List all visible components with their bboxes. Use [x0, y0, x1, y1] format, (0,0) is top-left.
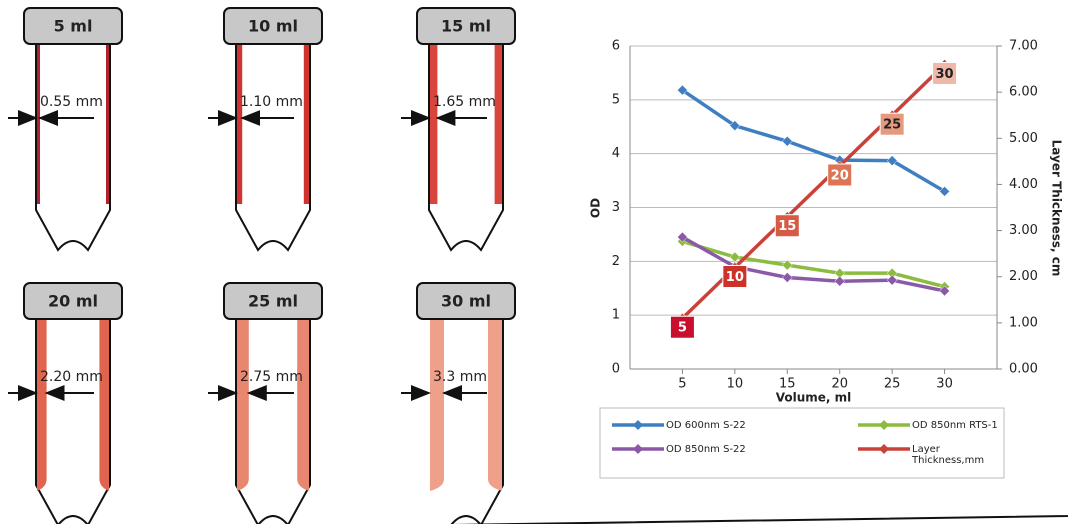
data-label: 5: [678, 321, 687, 336]
tube-cap: [416, 282, 516, 320]
tube-outline: [35, 317, 111, 524]
point: [677, 231, 688, 243]
legend-marker: [633, 444, 643, 454]
wall-right: [303, 42, 309, 204]
tube-outline: [235, 42, 311, 252]
point: [781, 259, 793, 271]
wall-right: [297, 317, 309, 491]
point: [834, 275, 846, 287]
tube-cap: [223, 7, 323, 45]
y-tick-label: 2: [612, 254, 620, 269]
measure-label: 1.65 mm: [433, 94, 496, 110]
legend-label: OD 850nm S-22: [666, 444, 746, 455]
x-tick-label: 5: [678, 377, 686, 392]
measure-label: 0.55 mm: [40, 94, 103, 110]
tube-cap: [223, 282, 323, 320]
y-tick-label: 5: [612, 92, 620, 107]
tube-label: 30 ml: [441, 292, 491, 311]
x-axis-label: Volume, ml: [776, 391, 852, 405]
wall-left: [237, 317, 249, 491]
y-tick-label: 4: [612, 146, 620, 161]
wall-left: [37, 42, 40, 204]
y2-tick-label: 6.00: [1009, 85, 1038, 100]
series-line: [681, 239, 946, 289]
y-tick-label: 1: [612, 308, 620, 323]
data-label: 15: [778, 219, 796, 234]
point: [677, 84, 688, 96]
y2-tick-label: 4.00: [1009, 177, 1038, 192]
wall-left: [237, 42, 243, 204]
wall-left: [430, 42, 438, 204]
y2-tick-label: 5.00: [1009, 131, 1038, 146]
tube-label: 5 ml: [54, 17, 93, 36]
tube-cap: [23, 7, 123, 45]
data-label-box: [879, 112, 905, 136]
y2-tick-label: 3.00: [1009, 223, 1038, 238]
data-label: 10: [726, 270, 744, 285]
point: [781, 272, 793, 283]
y-tick-label: 6: [612, 39, 620, 54]
x-tick-label: 15: [779, 377, 796, 392]
measure-label: 2.75 mm: [240, 369, 303, 385]
tube-outline: [35, 42, 111, 252]
y-tick-label: 0: [612, 362, 620, 377]
y-axis-label: OD: [589, 198, 603, 218]
wall-right: [106, 42, 109, 204]
point: [886, 274, 898, 286]
point: [886, 155, 898, 167]
wall-right: [494, 42, 502, 204]
data-label: 30: [936, 67, 954, 82]
point: [729, 251, 741, 263]
data-label: 20: [831, 168, 849, 183]
data-label-box: [774, 214, 800, 238]
legend-box: [599, 407, 1005, 479]
wall-left: [37, 317, 47, 491]
x-tick-label: 25: [884, 377, 901, 392]
measure-label: 1.10 mm: [240, 94, 303, 110]
legend-marker: [633, 420, 643, 430]
tube-label: 25 ml: [248, 292, 298, 311]
wall-left: [430, 317, 444, 491]
tube-outline: [235, 317, 311, 524]
wall-right: [488, 317, 502, 491]
measure-label: 2.20 mm: [40, 369, 103, 385]
x-tick-label: 30: [936, 377, 953, 392]
series-line: [681, 88, 946, 193]
x-tick-label: 10: [727, 377, 744, 392]
tube-label: 15 ml: [441, 17, 491, 36]
data-label-box: [669, 315, 695, 339]
series-line: [681, 235, 945, 293]
point: [939, 185, 950, 197]
legend-label: OD 600nm S-22: [666, 420, 746, 431]
y2-tick-label: 2.00: [1009, 269, 1038, 284]
y2-tick-label: 0.00: [1009, 362, 1038, 377]
y2-tick-label: 1.00: [1009, 315, 1038, 330]
point: [729, 120, 741, 132]
tube-cap: [23, 282, 123, 320]
y2-tick-label: 7.00: [1009, 39, 1038, 54]
legend-marker: [879, 420, 889, 430]
legend-marker: [879, 444, 889, 454]
data-label-box: [722, 264, 748, 288]
tube-label: 10 ml: [248, 17, 298, 36]
point: [781, 135, 793, 147]
legend-label: OD 850nm RTS-1: [912, 420, 998, 431]
data-label-box: [827, 163, 853, 187]
wall-right: [99, 317, 109, 491]
measure-label: 3.3 mm: [433, 369, 487, 385]
tube-outline: [428, 42, 504, 252]
x-tick-label: 20: [831, 377, 848, 392]
point: [939, 285, 950, 297]
data-label-box: [932, 61, 958, 85]
y2-axis-label: Layer Thickness, cm: [1050, 140, 1064, 277]
tube-cap: [416, 7, 516, 45]
tube-label: 20 ml: [48, 292, 98, 311]
tube-outline: [450, 317, 1068, 524]
legend-label: Layer Thickness,mm: [912, 444, 985, 466]
data-label: 25: [883, 118, 901, 133]
y-tick-label: 3: [612, 200, 620, 215]
